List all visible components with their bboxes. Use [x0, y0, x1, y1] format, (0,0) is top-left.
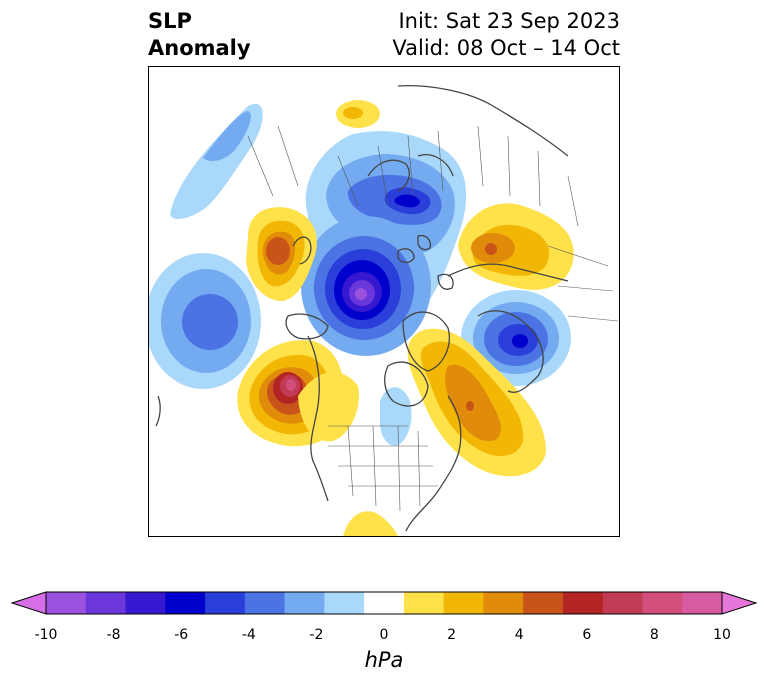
colorbar-segment — [523, 592, 564, 614]
colorbar-tick-label: 0 — [379, 627, 389, 643]
colorbar-tick-label: -6 — [174, 627, 189, 643]
coastlines — [155, 85, 569, 532]
colorbar-segment — [403, 592, 445, 614]
high-anomaly-w-america — [298, 372, 359, 442]
colorbar-segment — [642, 592, 683, 614]
colorbar-segment — [244, 592, 286, 614]
colorbar — [10, 591, 758, 615]
high-anomaly-scandinavia — [336, 100, 380, 128]
borders — [247, 125, 619, 512]
title-variable: SLP — [148, 9, 192, 33]
colorbar-tick-label: -4 — [241, 627, 256, 643]
colorbar-segment — [324, 592, 365, 614]
colorbar-tick-label: 6 — [582, 627, 592, 643]
colorbar-segment — [125, 592, 166, 614]
colorbar-tick-label: -2 — [309, 627, 324, 643]
colorbar-tick-label: 2 — [447, 627, 457, 643]
colorbar-segment — [205, 592, 246, 614]
colorbar-tick-label: -10 — [34, 627, 58, 643]
colorbar-tick-label: -8 — [106, 627, 121, 643]
init-date: Init: Sat 23 Sep 2023 — [398, 9, 620, 33]
colorbar-tick-label: 8 — [649, 627, 659, 643]
colorbar-tick-label: 4 — [514, 627, 524, 643]
valid-range: Valid: 08 Oct – 14 Oct — [392, 36, 620, 60]
colorbar-segment — [483, 592, 524, 614]
colorbar-segment — [284, 592, 325, 614]
colorbar-segment — [602, 592, 643, 614]
colorbar-segment — [443, 592, 484, 614]
high-anomaly-siberia — [458, 203, 574, 290]
title-right: Init: Sat 23 Sep 2023 Valid: 08 Oct – 14… — [392, 8, 620, 62]
colorbar-segment — [364, 592, 405, 614]
colorbar-segment — [85, 592, 127, 614]
map-panel — [148, 66, 620, 537]
colorbar-segment — [46, 592, 87, 614]
anomaly-map — [148, 66, 620, 537]
colorbar-segment — [682, 592, 723, 614]
colorbar-units: hPa — [364, 648, 404, 672]
map-border — [148, 66, 620, 537]
colorbar-max-extension — [721, 591, 758, 615]
colorbar-min-extension — [10, 591, 47, 615]
high-anomaly-bottom — [343, 511, 398, 537]
title-anomaly: Anomaly — [148, 36, 251, 60]
high-anomaly-kamchatka — [246, 207, 317, 302]
low-anomaly-upper-left — [170, 103, 263, 220]
colorbar-segment — [165, 592, 206, 614]
low-anomaly-aleutians — [148, 253, 261, 389]
high-anomaly-atlantic — [407, 328, 546, 477]
colorbar-segment — [562, 592, 604, 614]
title-left: SLP Anomaly — [148, 8, 251, 62]
colorbar-tick-label: 10 — [713, 627, 731, 643]
colorbar-outline — [45, 591, 723, 615]
low-anomaly-n-america — [380, 387, 412, 446]
